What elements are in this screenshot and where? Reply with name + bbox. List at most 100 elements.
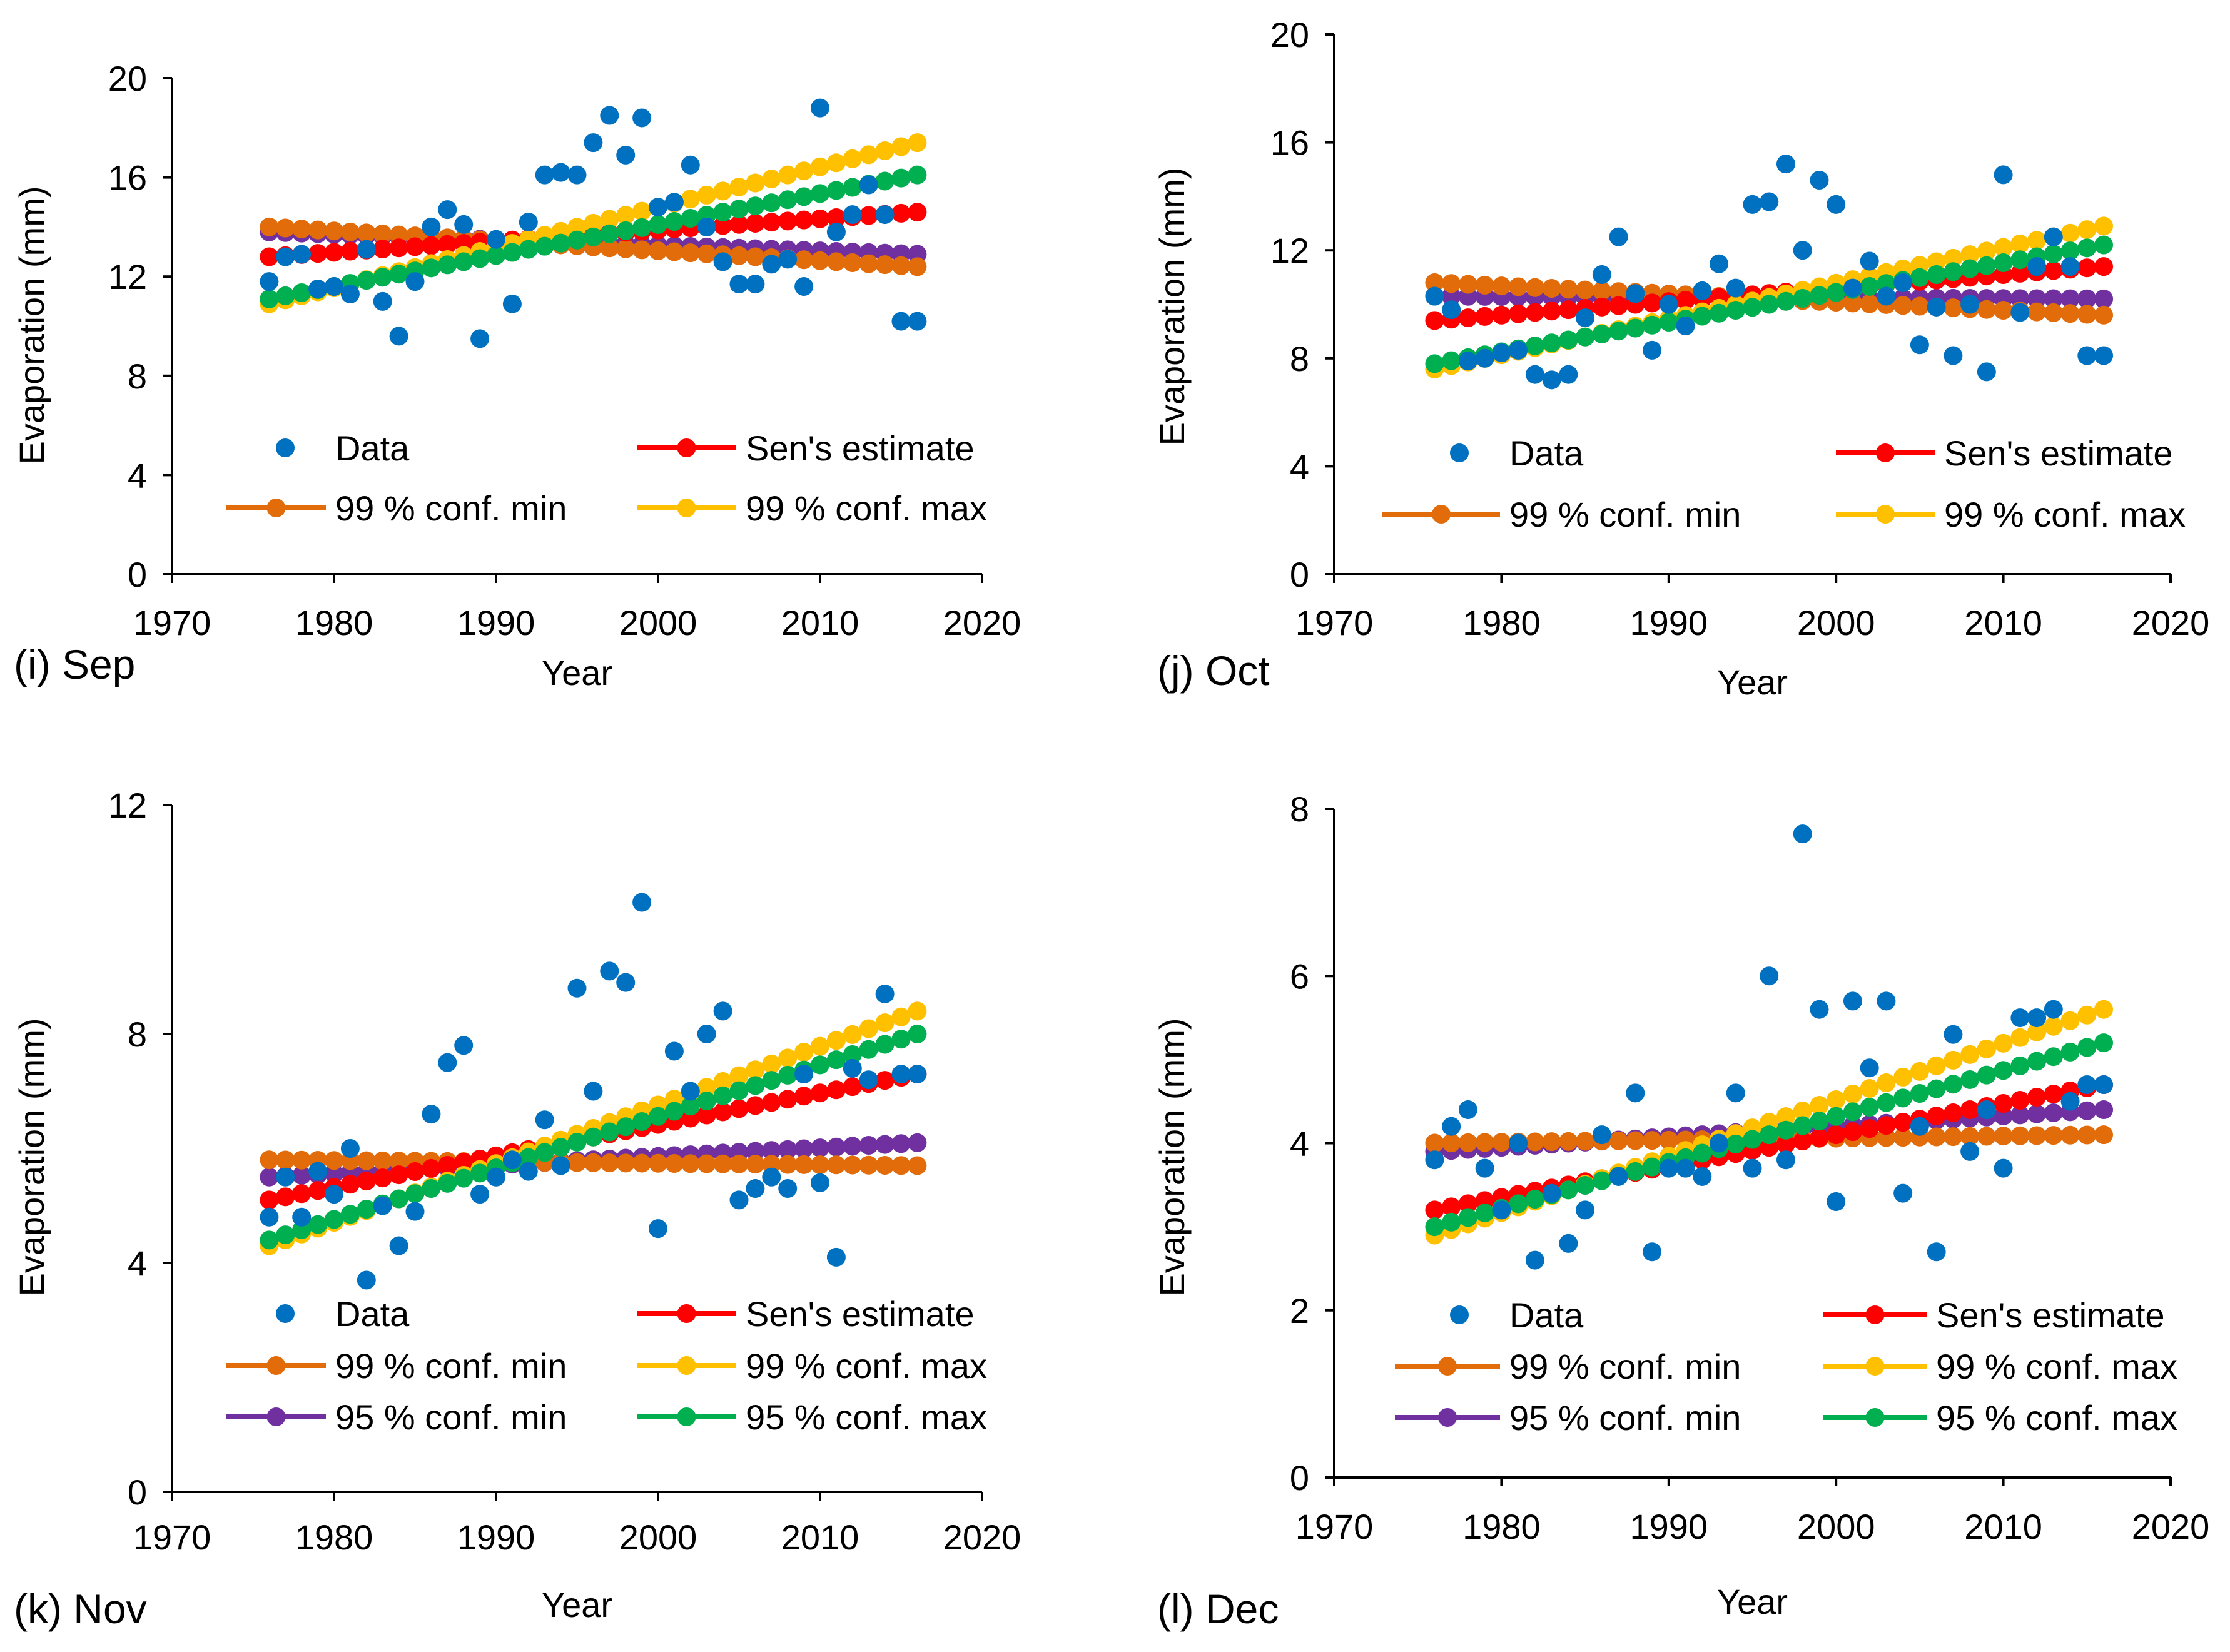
trend-point (1542, 279, 1561, 298)
data-point (502, 1150, 522, 1170)
trend-point (292, 220, 312, 239)
data-point (1743, 1158, 1762, 1178)
data-point (1710, 1133, 1729, 1153)
trend-point (1944, 248, 1963, 268)
trend-point (1726, 300, 1745, 320)
y-axis-title: Evaporation (mm) (12, 186, 51, 464)
trend-point (1977, 300, 1996, 319)
trend-point (908, 257, 927, 276)
data-point (664, 1041, 684, 1061)
trend-point (584, 1153, 603, 1172)
data-point (649, 1219, 667, 1239)
trend-point (422, 1179, 441, 1198)
data-point (1776, 155, 1795, 174)
trend-point (1960, 245, 1980, 265)
trend-point (794, 1155, 814, 1174)
trend-point (729, 177, 749, 196)
legend-label-conf95-max: 95 % conf. max (746, 1397, 987, 1437)
data-point (1793, 241, 1812, 260)
trend-point (681, 190, 700, 209)
data-point (1609, 227, 1628, 246)
trend-point (1810, 1096, 1829, 1115)
data-point (405, 1202, 425, 1221)
trend-point (2077, 1101, 2097, 1120)
trend-point (843, 178, 862, 197)
data-point (729, 275, 749, 294)
trend-point (1693, 1143, 1712, 1163)
trend-point (389, 1189, 408, 1209)
data-point (325, 277, 343, 296)
trend-point (713, 181, 732, 201)
x-axis-title: Year (1717, 1582, 1788, 1621)
trend-point (2094, 1000, 2114, 1019)
trend-point (487, 246, 505, 265)
data-point (811, 98, 829, 118)
trend-point (746, 1142, 765, 1161)
trend-point (826, 1137, 846, 1157)
trend-point (2027, 289, 2047, 308)
legend-marker-conf95-min (266, 1407, 286, 1426)
trend-point (1994, 300, 2013, 320)
trend-point (1576, 280, 1595, 300)
trend-point (713, 1086, 732, 1105)
data-point (551, 1156, 570, 1175)
data-point (1893, 273, 1913, 292)
trend-point (811, 157, 829, 176)
trend-point (1643, 1157, 1662, 1177)
trend-point (746, 196, 765, 216)
trend-point (1944, 1075, 1963, 1094)
data-point (567, 165, 587, 185)
trend-point (2094, 257, 2114, 276)
trend-point (632, 201, 652, 221)
trend-point (340, 1205, 360, 1224)
trend-point (422, 1159, 441, 1178)
data-point (1994, 165, 2013, 185)
trend-point (260, 1230, 279, 1250)
legend-marker-conf99-max (677, 499, 696, 517)
trend-point (1525, 1132, 1544, 1152)
trend-point (1927, 1056, 1946, 1075)
data-point (1542, 1183, 1561, 1203)
panel-label: (k) Nov (14, 1586, 147, 1632)
trend-point (1626, 318, 1645, 338)
trend-point (1559, 280, 1578, 299)
x-tick-label: 1980 (1462, 1507, 1541, 1546)
trend-point (762, 1054, 781, 1073)
legend-marker-conf95-max (1865, 1408, 1885, 1427)
trend-point (1977, 241, 1996, 261)
trend-point (2077, 305, 2097, 324)
trend-point (2044, 303, 2063, 322)
data-point (438, 1053, 457, 1072)
data-point (1525, 365, 1544, 384)
trend-point (567, 230, 587, 250)
trend-point (2094, 1033, 2114, 1053)
trend-point (632, 1153, 652, 1173)
trend-point (1860, 1098, 1879, 1117)
trend-point (697, 1154, 716, 1173)
trend-point (632, 218, 652, 237)
trend-point (584, 213, 603, 233)
trend-point (811, 209, 829, 228)
trend-point (373, 1168, 392, 1188)
trend-point (875, 1135, 895, 1154)
trend-point (778, 1140, 798, 1159)
data-point (1793, 824, 1812, 844)
trend-point (1492, 276, 1511, 296)
data-point (1525, 1250, 1544, 1270)
trend-point (2044, 1084, 2063, 1103)
data-point (681, 1082, 700, 1101)
trend-point (1944, 1050, 1963, 1070)
trend-point (1827, 1090, 1846, 1110)
trend-point (1509, 1194, 1528, 1214)
x-tick-label: 1970 (133, 603, 211, 642)
data-point (389, 1236, 408, 1255)
data-point (1877, 991, 1896, 1011)
trend-point (762, 1071, 781, 1090)
trend-point (405, 237, 425, 256)
series-data (1425, 155, 2114, 390)
trend-point (1960, 1045, 1980, 1064)
trend-point (1843, 1102, 1862, 1122)
trend-point (1927, 252, 1946, 271)
trend-point (2027, 1088, 2047, 1107)
trend-point (454, 1168, 474, 1188)
